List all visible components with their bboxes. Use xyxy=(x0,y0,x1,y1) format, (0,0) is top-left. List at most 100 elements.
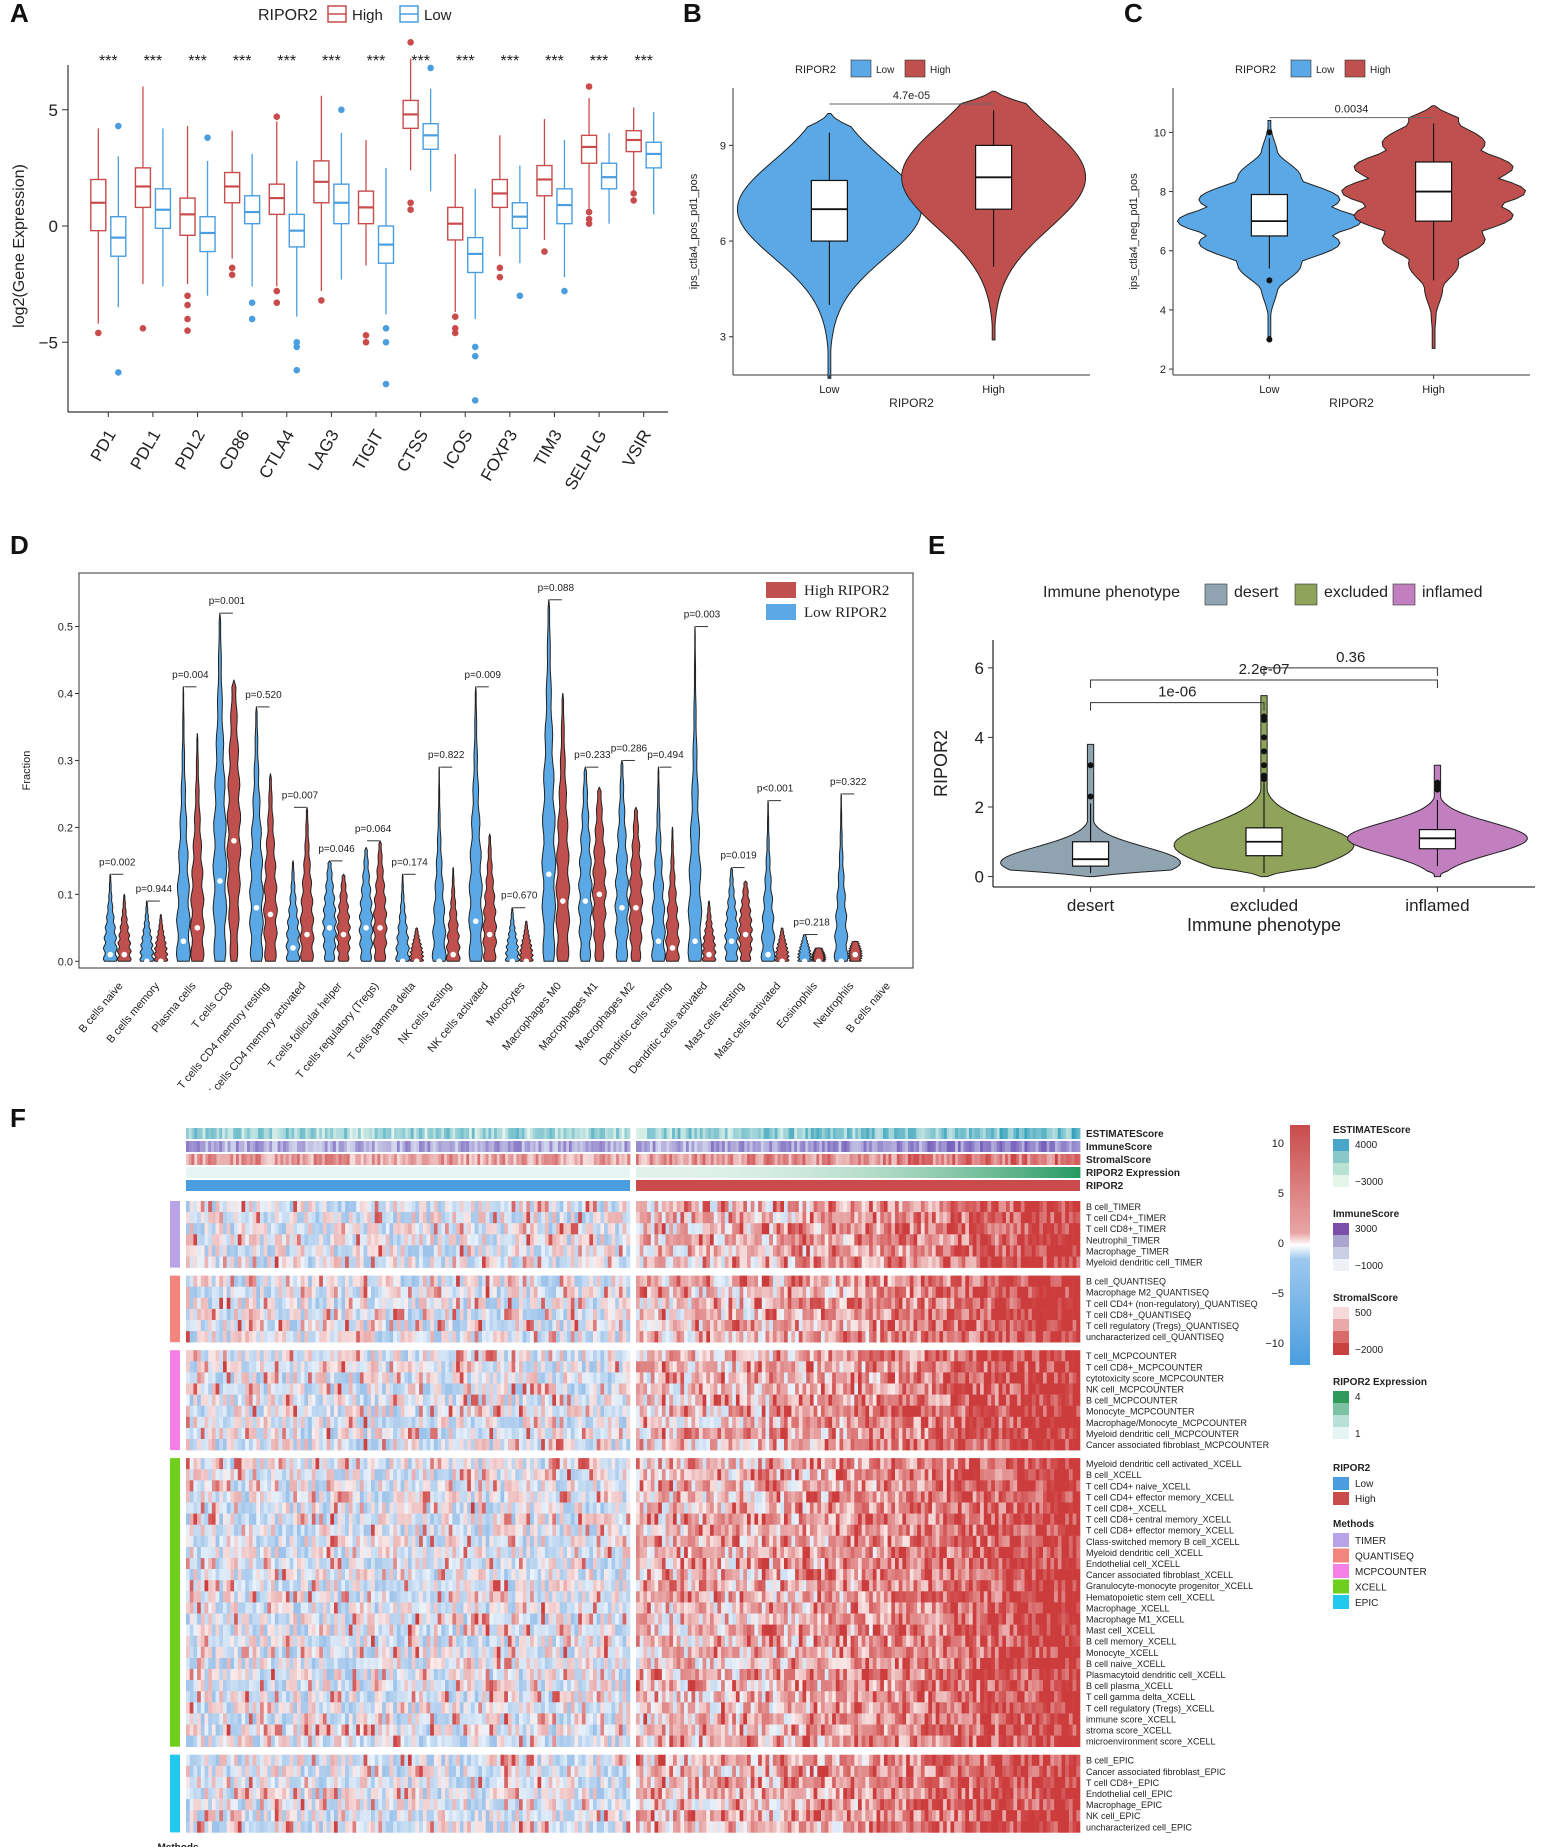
annotation-cell xyxy=(355,1154,359,1165)
heatmap-cell xyxy=(902,1234,907,1246)
heatmap-cell xyxy=(437,1308,442,1321)
comparison-bracket xyxy=(1263,667,1438,676)
heatmap-cell xyxy=(713,1331,718,1343)
heatmap-cell xyxy=(326,1245,331,1257)
heatmap-cell xyxy=(1020,1201,1025,1213)
heatmap-cell xyxy=(319,1350,324,1362)
annotation-cell xyxy=(188,1141,192,1152)
y-tick-label: 0.5 xyxy=(58,622,73,634)
annotation-expression-cell xyxy=(660,1167,665,1178)
heatmap-cell xyxy=(824,1350,829,1362)
heatmap-cell xyxy=(1072,1245,1077,1257)
y-tick-label: −5 xyxy=(39,333,58,352)
heatmap-cell xyxy=(710,1201,714,1213)
heatmap-cell xyxy=(541,1331,546,1343)
heatmap-cell xyxy=(784,1331,788,1343)
annotation-expression-cell xyxy=(985,1167,989,1178)
annotation-expression-cell xyxy=(666,1167,670,1178)
annotation-cell xyxy=(208,1128,212,1139)
annotation-cell xyxy=(258,1128,262,1139)
annotation-cell xyxy=(860,1154,864,1165)
heatmap-cell xyxy=(1017,1223,1022,1235)
heatmap-cell xyxy=(419,1275,424,1287)
annotation-cell xyxy=(285,1128,290,1139)
heatmap-cell xyxy=(728,1297,733,1310)
annotation-expression-cell xyxy=(702,1167,706,1178)
heatmap-cell xyxy=(965,1245,970,1257)
annotation-cell xyxy=(938,1128,942,1139)
heatmap-cell xyxy=(1050,1234,1055,1246)
heatmap-cell xyxy=(293,1350,298,1362)
heatmap-cell xyxy=(489,1331,494,1343)
heatmap-cell xyxy=(647,1212,652,1224)
heatmap-cell xyxy=(950,1297,955,1310)
heatmap-cell xyxy=(200,1320,205,1332)
annotation-cell xyxy=(783,1141,787,1152)
heatmap-cell xyxy=(526,1201,531,1213)
heatmap-cell xyxy=(489,1361,494,1373)
annotation-cell xyxy=(960,1128,964,1139)
heatmap-cell xyxy=(337,1286,342,1299)
heatmap-cell xyxy=(422,1212,427,1224)
heatmap-cell xyxy=(348,1234,353,1246)
heatmap-cell xyxy=(813,1308,818,1321)
heatmap-cell xyxy=(544,1331,549,1343)
annotation-expression-cell xyxy=(713,1167,717,1178)
heatmap-cell xyxy=(869,1275,874,1287)
annotation-cell xyxy=(333,1128,337,1139)
annotation-cell xyxy=(791,1154,795,1165)
heatmap-cell xyxy=(271,1212,276,1224)
heatmap-cell xyxy=(186,1308,190,1321)
heatmap-cell xyxy=(843,1256,848,1268)
heatmap-cell xyxy=(585,1286,590,1299)
heatmap-cell xyxy=(604,1320,609,1332)
heatmap-cell xyxy=(780,1234,785,1246)
heatmap-cell xyxy=(887,1286,892,1299)
annotation-cell xyxy=(755,1128,759,1139)
heatmap-cell xyxy=(832,1361,837,1373)
heatmap-cell xyxy=(248,1350,253,1362)
heatmap-cell xyxy=(256,1331,261,1343)
annotation-cell xyxy=(280,1128,284,1139)
heatmap-cell xyxy=(817,1286,822,1299)
heatmap-cell xyxy=(385,1201,390,1213)
heatmap-cell xyxy=(404,1286,409,1299)
annotation-expression-cell xyxy=(899,1167,903,1178)
heatmap-cell xyxy=(665,1350,670,1362)
heatmap-cell xyxy=(485,1286,490,1299)
heatmap-cell xyxy=(969,1245,973,1257)
annotation-cell xyxy=(649,1154,654,1165)
heatmap-cell xyxy=(643,1256,648,1268)
heatmap-cell xyxy=(1028,1212,1033,1224)
annotation-expression-cell xyxy=(888,1167,892,1178)
y-tick-label: 6 xyxy=(975,659,984,678)
heatmap-cell xyxy=(374,1297,379,1310)
heatmap-cell xyxy=(980,1234,985,1246)
outlier-point xyxy=(273,287,281,295)
heatmap-cell xyxy=(817,1275,822,1287)
heatmap-cell xyxy=(684,1286,689,1299)
heatmap-cell xyxy=(548,1212,553,1224)
heatmap-cell xyxy=(604,1275,609,1287)
heatmap-cell xyxy=(765,1286,770,1299)
median-point xyxy=(546,871,552,878)
median-point xyxy=(363,925,369,931)
heatmap-cell xyxy=(278,1320,283,1332)
heatmap-cell xyxy=(1006,1201,1010,1213)
heatmap-cell xyxy=(204,1234,209,1246)
heatmap-cell xyxy=(721,1331,726,1343)
heatmap-cell xyxy=(809,1361,814,1373)
heatmap-cell xyxy=(928,1234,933,1246)
heatmap-cell xyxy=(961,1286,966,1299)
heatmap-cell xyxy=(500,1308,505,1321)
annotation-cell xyxy=(510,1154,514,1165)
annotation-cell xyxy=(313,1154,317,1165)
heatmap-cell xyxy=(1031,1286,1036,1299)
heatmap-cell xyxy=(802,1361,807,1373)
outlier-point xyxy=(1261,717,1267,724)
heatmap-cell xyxy=(1046,1223,1051,1235)
heatmap-cell xyxy=(533,1331,538,1343)
y-tick-label: 3 xyxy=(720,332,726,344)
heatmap-cell xyxy=(698,1308,703,1321)
annotation-cell xyxy=(410,1128,414,1139)
